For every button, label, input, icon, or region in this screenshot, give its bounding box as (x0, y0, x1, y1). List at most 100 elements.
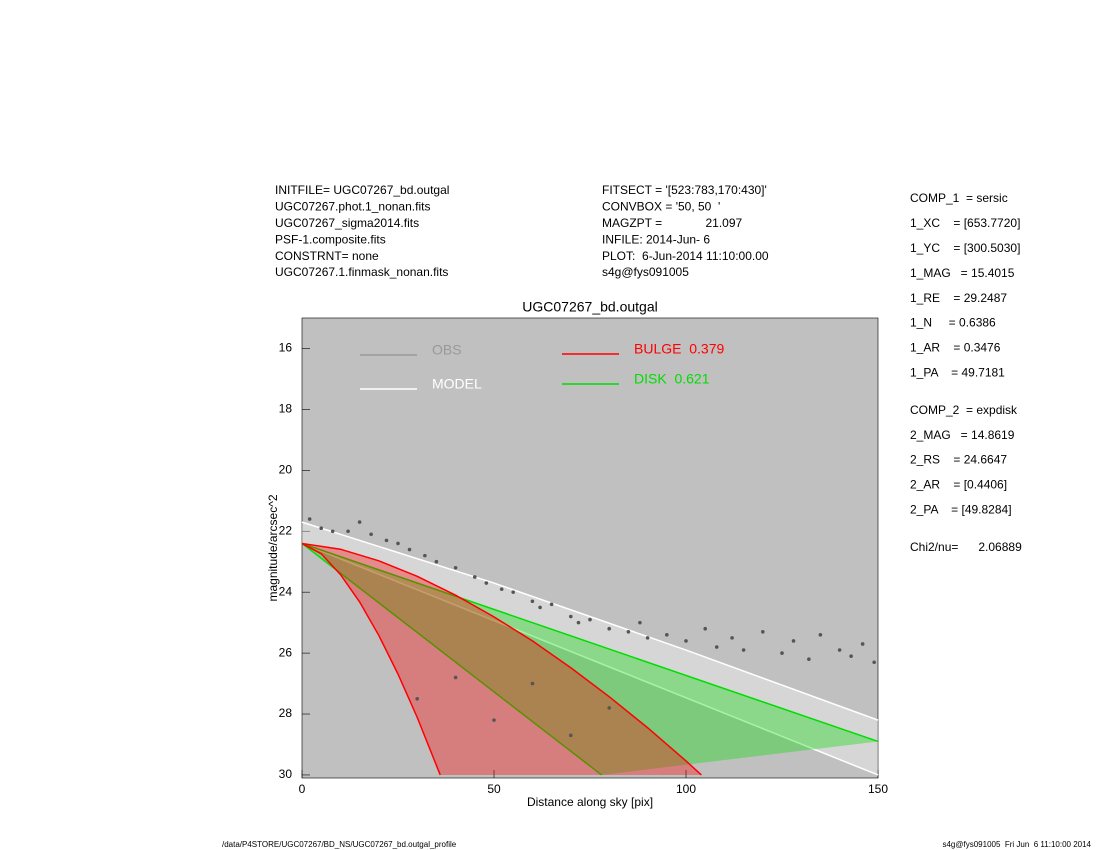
header-middle-line: PLOT: 6-Jun-2014 11:10:00.00 (602, 249, 769, 263)
obs-point (588, 617, 592, 622)
fit-parameter: COMP_1 = sersic (910, 191, 1008, 205)
header-left-line: PSF-1.composite.fits (275, 232, 386, 246)
plot-area (301, 317, 879, 779)
x-tick-label: 0 (299, 782, 306, 796)
header-middle-line: FITSECT = '[523:783,170:430]' (602, 183, 767, 197)
obs-point (569, 614, 573, 619)
header-middle-line: MAGZPT = 21.097 (602, 216, 742, 230)
fit-parameter: 2_RS = 24.6647 (910, 453, 1007, 467)
obs-point (703, 626, 707, 631)
obs-point (407, 547, 412, 552)
legend-label: MODEL (432, 376, 482, 392)
obs-point (626, 629, 631, 634)
fit-parameter: 1_YC = [300.5030] (910, 241, 1020, 255)
header-left-line: UGC07267.1.finmask_nonan.fits (275, 265, 448, 279)
y-tick-label: 30 (279, 767, 293, 781)
obs-point (453, 675, 458, 680)
obs-point (307, 517, 312, 521)
header-left-line: INITFILE= UGC07267_bd.outgal (275, 183, 449, 197)
obs-point (645, 636, 650, 640)
legend-label: OBS (432, 342, 462, 358)
obs-point (791, 639, 796, 643)
footer-left: /data/P4STORE/UGC07267/BD_NS/UGC07267_bd… (222, 840, 457, 849)
fit-parameter: 1_N = 0.6386 (910, 316, 996, 330)
header-left-line: CONSTRNT= none (275, 249, 379, 263)
footer-right: s4g@fys091005 Fri Jun 6 11:10:00 2014 (942, 840, 1091, 849)
obs-point (473, 575, 477, 579)
obs-point (423, 553, 427, 558)
obs-point (549, 602, 554, 607)
obs-point (346, 529, 350, 534)
fit-parameter: COMP_2 = expdisk (910, 403, 1018, 417)
model-band-edge (301, 542, 702, 776)
header-middle-line: s4g@fys091005 (602, 265, 689, 279)
fit-parameter: Chi2/nu= 2.06889 (910, 540, 1022, 554)
header-left-line: UGC07267.phot.1_nonan.fits (275, 200, 430, 214)
obs-point (780, 651, 784, 655)
obs-point (807, 657, 811, 661)
y-tick-label: 28 (279, 706, 293, 720)
header-middle-line: CONVBOX = '50, 50 ' (602, 200, 720, 214)
obs-point (499, 587, 504, 591)
y-tick-label: 26 (279, 645, 293, 659)
fit-parameter: 1_AR = 0.3476 (910, 341, 1001, 355)
model-band-edge (301, 542, 879, 743)
model-band-edge (301, 521, 879, 721)
obs-point (396, 541, 400, 546)
y-tick-label: 24 (279, 584, 293, 598)
obs-point (607, 626, 611, 631)
obs-point (684, 639, 688, 643)
fit-parameter: 1_XC = [653.7720] (910, 216, 1020, 230)
obs-point (434, 559, 439, 564)
y-tick-label: 16 (279, 341, 293, 355)
obs-point (714, 645, 719, 649)
y-tick-label: 18 (279, 402, 293, 416)
obs-point (665, 633, 669, 637)
obs-point (530, 599, 535, 604)
chart-title: UGC07267_bd.outgal (522, 299, 657, 315)
y-tick-label: 20 (279, 462, 293, 476)
obs-point (530, 681, 535, 686)
obs-point (818, 633, 823, 637)
legend-label: BULGE 0.379 (634, 341, 724, 357)
obs-point (484, 581, 489, 585)
obs-point (730, 636, 734, 640)
obs-point (741, 648, 746, 652)
x-tick-label: 150 (868, 782, 888, 796)
obs-point (330, 529, 335, 534)
model-band-edge (301, 542, 879, 776)
obs-point (369, 532, 373, 537)
header-left-line: UGC07267_sigma2014.fits (275, 216, 419, 230)
y-axis-label: magnitude/arcsec^2 (266, 494, 280, 601)
obs-point (357, 520, 362, 524)
x-axis-label: Distance along sky [pix] (527, 795, 653, 809)
obs-point (538, 605, 542, 610)
obs-point (511, 590, 515, 594)
header-middle-line: INFILE: 2014-Jun- 6 (602, 232, 710, 246)
model-band (302, 543, 878, 775)
obs-point (569, 733, 573, 738)
fit-parameter: 2_PA = [49.8284] (910, 502, 1012, 516)
obs-point (638, 620, 642, 625)
obs-point (384, 538, 389, 543)
model-band (302, 543, 702, 775)
fit-parameter: 2_AR = [0.4406] (910, 478, 1007, 492)
obs-point (837, 648, 842, 652)
y-tick-label: 22 (279, 523, 293, 537)
fit-parameter: 1_PA = 49.7181 (910, 365, 1005, 379)
obs-point (453, 566, 458, 570)
obs-point (415, 696, 420, 701)
obs-point (872, 660, 876, 665)
x-tick-label: 50 (487, 782, 501, 796)
legend-label: DISK 0.621 (634, 371, 710, 387)
model-band-edge (301, 542, 441, 776)
model-band-edge (301, 542, 602, 776)
x-tick-label: 100 (676, 782, 696, 796)
model-band (302, 522, 878, 775)
obs-point (319, 526, 324, 530)
obs-point (860, 642, 865, 646)
fit-parameter: 2_MAG = 14.8619 (910, 428, 1015, 442)
fit-parameter: 1_RE = 29.2487 (910, 291, 1007, 305)
fit-parameter: 1_MAG = 15.4015 (910, 266, 1015, 280)
